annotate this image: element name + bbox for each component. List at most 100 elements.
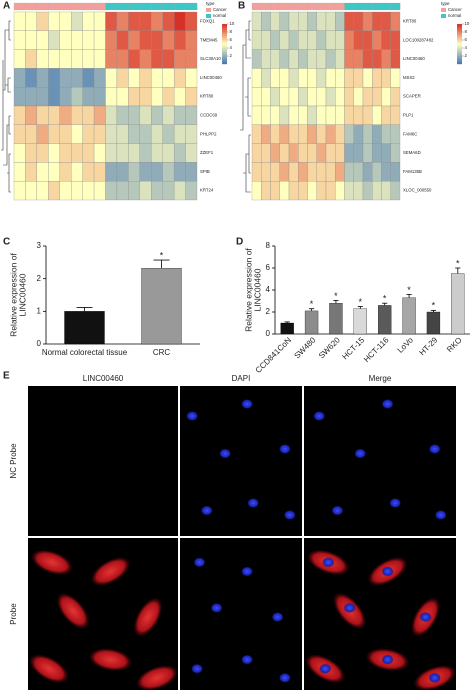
colorbar [222, 58, 227, 61]
heatmap-cell [390, 162, 401, 182]
heatmap-cell [93, 11, 106, 31]
type-annotation [325, 2, 336, 11]
heatmap-cell [59, 30, 72, 50]
heatmap-cell [298, 68, 308, 88]
colorbar-label: 6 [230, 37, 233, 42]
heatmap-cell [185, 30, 198, 50]
heatmap-cell [139, 87, 152, 107]
heatmap-cell [251, 30, 262, 50]
heatmap-cell [162, 105, 175, 125]
heatmap-cell [298, 181, 308, 201]
heatmap-cell [36, 11, 49, 31]
row-label: TMEM45 [200, 37, 218, 42]
colorbar [222, 50, 227, 53]
nucleus [193, 557, 206, 568]
type-annotation [13, 2, 26, 11]
heatmap-cell [261, 30, 271, 50]
heatmap-cell [82, 162, 95, 182]
dendrogram-a [1, 20, 11, 193]
heatmap-cell [372, 68, 382, 88]
heatmap-cell [36, 143, 49, 163]
nucleus [381, 399, 394, 409]
heatmap-cell [362, 49, 373, 69]
heatmap-cell [105, 162, 118, 182]
heatmap-cell [71, 181, 83, 201]
type-annotation [251, 2, 262, 11]
heatmap-cell [116, 143, 129, 163]
heatmap-cell [105, 87, 118, 107]
nucleus [322, 557, 335, 568]
heatmap-cell [325, 105, 336, 125]
heatmap-cell [105, 68, 118, 88]
heatmap-cell [36, 49, 49, 69]
heatmap-cell [307, 11, 317, 31]
row-label: SEMA6D [403, 150, 421, 155]
colorbar-label: 4 [230, 45, 233, 50]
heatmap-cell [151, 49, 163, 69]
red-cell [133, 597, 163, 637]
heatmap-cell [128, 124, 140, 144]
heatmap-cell [36, 162, 49, 182]
heatmap-cell [307, 181, 317, 201]
heatmap-cell [162, 162, 175, 182]
heatmap-cell [270, 181, 280, 201]
legend-label: normal [213, 13, 226, 18]
heatmap-cell [105, 11, 118, 31]
heatmap-cell [270, 143, 280, 163]
micrograph [180, 386, 302, 536]
heatmap-cell [71, 11, 83, 31]
heatmap-cell [261, 11, 271, 31]
micrograph [304, 386, 456, 536]
heatmap-cell [13, 11, 26, 31]
heatmap-cell [325, 87, 336, 107]
colorbar-label: 6 [465, 37, 468, 42]
colorbar [457, 26, 462, 29]
nucleus [434, 510, 447, 520]
heatmap-cell [25, 124, 38, 144]
colorbar [457, 42, 462, 45]
heatmap-cell [390, 11, 401, 31]
heatmap-cell [139, 181, 152, 201]
nucleus [247, 498, 260, 508]
type-annotation [381, 2, 392, 11]
y-tick-label: 8 [266, 241, 271, 250]
significance: * [456, 258, 460, 268]
colorbar [222, 38, 227, 41]
heatmap-cell [59, 105, 72, 125]
heatmap-cell [162, 87, 175, 107]
nucleus [278, 672, 291, 683]
legend-swatch [206, 8, 211, 12]
heatmap-cell [162, 143, 175, 163]
heatmap-cell [316, 87, 327, 107]
colorbar [457, 46, 462, 49]
heatmap-cell [335, 49, 345, 69]
heatmap-cell [288, 105, 299, 125]
heatmap-cell [251, 143, 262, 163]
type-annotation [128, 2, 141, 11]
heatmap-cell [344, 143, 354, 163]
heatmap-cell [13, 30, 26, 50]
significance: * [334, 291, 338, 301]
nucleus [186, 411, 199, 421]
y-axis-label: Relative expression of [243, 248, 253, 332]
red-cell [29, 654, 69, 684]
colorbar [457, 48, 462, 51]
heatmap-cell [162, 11, 175, 31]
heatmap-cell [116, 87, 129, 107]
heatmap-cell [13, 105, 26, 125]
heatmap-cell [105, 49, 118, 69]
heatmap-cell [173, 68, 186, 88]
heatmap-cell [335, 68, 345, 88]
type-annotation [372, 2, 382, 11]
row-label: FOXQ1 [200, 19, 215, 24]
y-tick-label: 4 [266, 285, 271, 294]
type-annotation [390, 2, 401, 11]
heatmap-cell [48, 124, 60, 144]
heatmap-cell [48, 30, 60, 50]
x-tick-label: SW620 [317, 335, 342, 360]
colorbar [457, 52, 462, 55]
heatmap-cell [362, 11, 373, 31]
colorbar [457, 60, 462, 63]
heatmap-cell [48, 105, 60, 125]
significance: * [310, 299, 314, 309]
